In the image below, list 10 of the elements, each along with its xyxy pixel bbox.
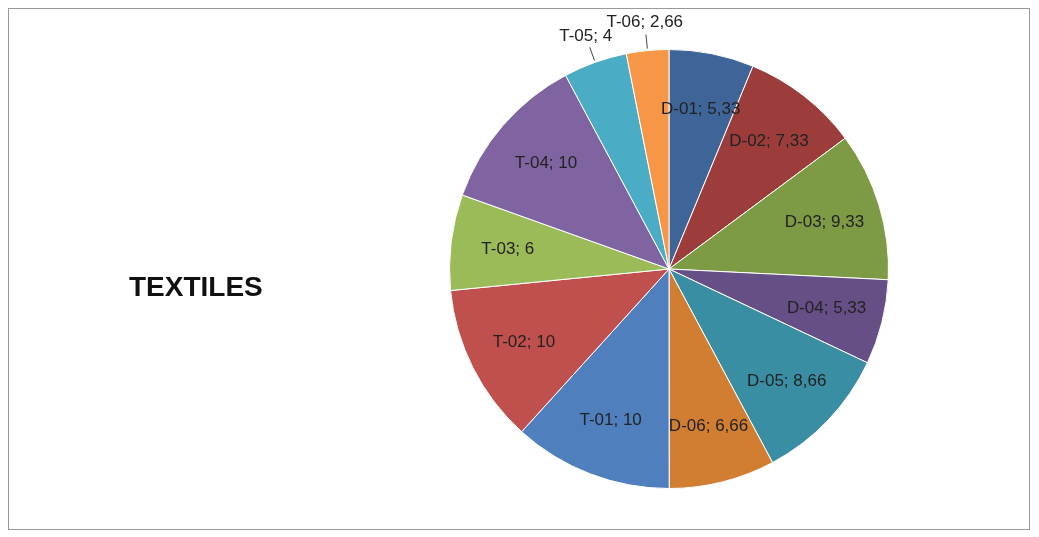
slice-label: D-04; 5,33: [786, 298, 867, 318]
text: TEXTILES: [129, 271, 263, 303]
slice-label: T-03; 6: [481, 238, 535, 258]
slice-label: T-04; 10: [514, 152, 578, 172]
slice-label: D-02; 7,33: [729, 130, 809, 150]
slice-label: D-03; 9,33: [784, 211, 865, 231]
slice-label: D-05; 8,66: [746, 370, 827, 390]
slice-label: T-02; 10: [492, 331, 556, 351]
slice-label: T-01; 10: [579, 410, 642, 430]
slice-label: D-06; 6,66: [668, 416, 749, 436]
